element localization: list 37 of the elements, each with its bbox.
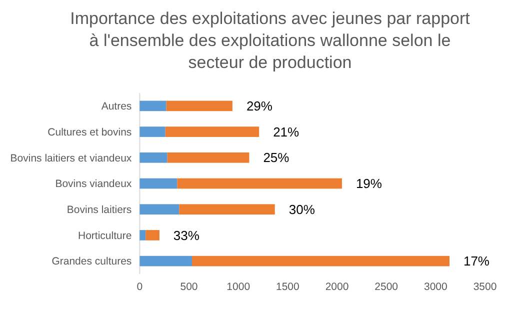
y-tick-label: Bovins viandeux [55, 178, 132, 190]
x-tick-label: 2000 [325, 281, 349, 293]
y-tick-label: Grandes cultures [52, 256, 132, 268]
bar [192, 256, 450, 266]
annotation: 21% [273, 124, 300, 140]
x-tick-label: 3500 [473, 281, 497, 293]
bar [179, 204, 275, 215]
y-tick-label: Cultures et bovins [48, 126, 132, 138]
bar [167, 152, 250, 163]
bar [165, 126, 260, 137]
annotation: 33% [173, 228, 200, 243]
x-tick-label: 500 [180, 281, 198, 293]
bar [140, 100, 166, 112]
y-tick-label: Bovins laitiers et viandeux [10, 152, 132, 164]
bar [140, 152, 168, 163]
bar [146, 230, 160, 240]
x-tick-label: 0 [136, 281, 143, 293]
annotation: 19% [356, 176, 382, 192]
y-tick-label: Bovins laitiers [66, 204, 132, 216]
annotation: 25% [263, 150, 290, 166]
x-tick-label: 2500 [374, 281, 398, 293]
y-tick-label: Horticulture [78, 230, 132, 242]
bar [140, 256, 192, 266]
annotation: 29% [246, 98, 273, 114]
x-tick-label: 1500 [276, 281, 300, 293]
annotation: 17% [463, 254, 490, 269]
bar [140, 230, 146, 240]
x-tick-label: 1000 [226, 281, 250, 293]
annotation: 30% [288, 202, 316, 217]
chart-title: Importance des exploitations avec jeunes par rapport à l'ensemble des exploitations wallonne selon le secteur de production [70, 9, 470, 72]
bar [177, 178, 342, 189]
bar [140, 178, 178, 189]
bar [166, 100, 232, 112]
bar [140, 204, 180, 215]
bar [140, 126, 166, 137]
y-tick-label: Autres [101, 100, 132, 113]
x-tick-label: 3000 [424, 281, 448, 293]
